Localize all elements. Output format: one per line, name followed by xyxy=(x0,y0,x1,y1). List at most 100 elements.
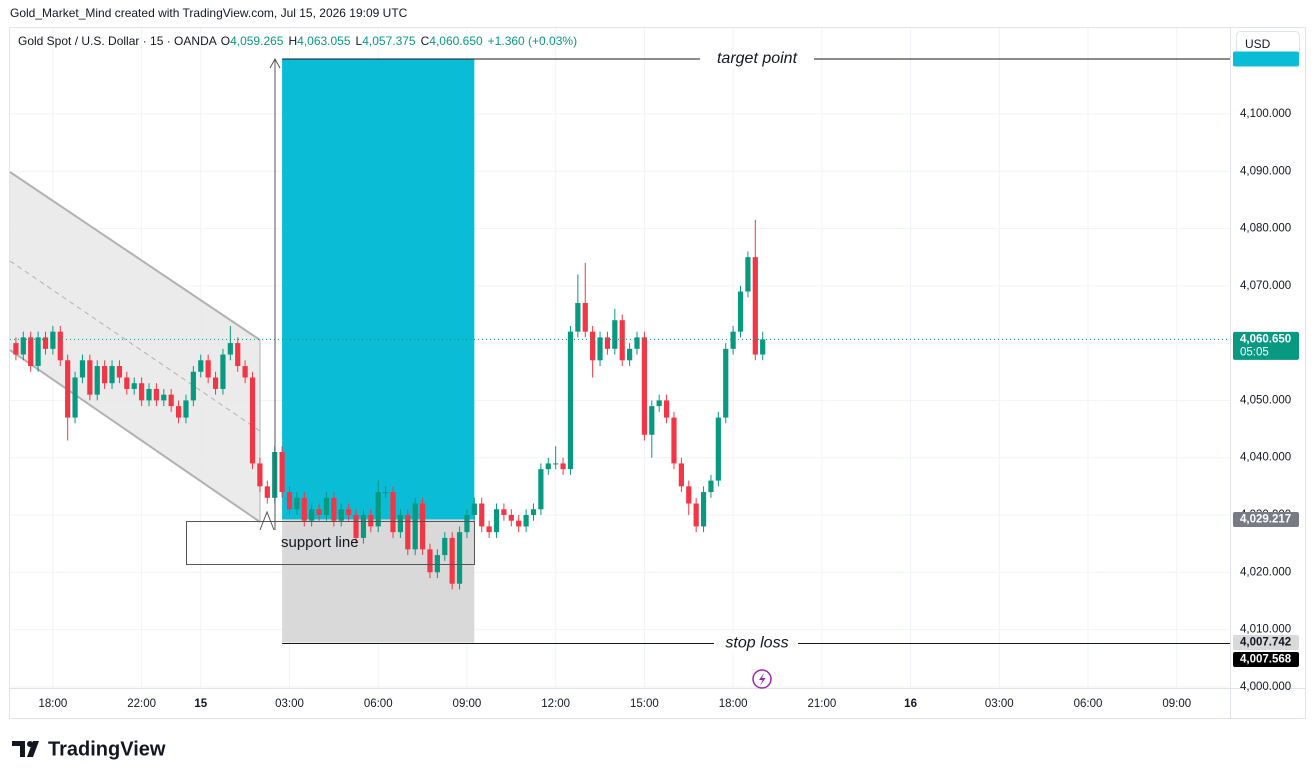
candle-body xyxy=(28,337,34,367)
header: Gold_Market_Mind created with TradingVie… xyxy=(10,6,408,20)
candle-body xyxy=(94,366,100,395)
candle-body xyxy=(752,257,758,355)
target-text: target point xyxy=(717,50,798,67)
candle-body xyxy=(545,463,551,470)
candle-body xyxy=(516,520,522,527)
candle-body xyxy=(464,514,470,533)
y-tick-label: 4,020.000 xyxy=(1240,566,1291,578)
x-tick-label: 06:00 xyxy=(364,698,393,710)
candle-body xyxy=(360,514,367,538)
candle-body xyxy=(338,509,344,521)
candle-body xyxy=(212,377,219,389)
candle-body xyxy=(257,463,263,487)
candle-body xyxy=(619,320,625,361)
candle-body xyxy=(35,337,41,367)
candle-body xyxy=(449,537,455,584)
ohlc-value: 4,060.650 xyxy=(429,34,483,48)
candle-body xyxy=(375,492,381,527)
event-icon-bolt xyxy=(759,673,766,686)
candle-body xyxy=(65,360,71,418)
candle-body xyxy=(671,417,677,464)
candle-body xyxy=(501,509,507,515)
candle-body xyxy=(530,509,537,515)
overlay: target point stop loss support line xyxy=(10,48,1230,654)
candle-body xyxy=(198,360,204,372)
candle-body xyxy=(42,337,49,349)
candle-body xyxy=(264,486,270,498)
candle-body xyxy=(161,394,167,401)
candle-body xyxy=(493,509,500,533)
candle-body xyxy=(279,451,285,493)
candle-body xyxy=(309,509,315,521)
candle-body xyxy=(153,388,159,401)
candle-body xyxy=(346,509,352,515)
candle-body xyxy=(87,360,93,395)
currency: USD xyxy=(1245,37,1271,51)
candle-body xyxy=(286,492,293,510)
candle-body xyxy=(745,257,751,292)
candle-body xyxy=(597,337,603,361)
candle-body xyxy=(686,486,692,504)
candle-body xyxy=(79,360,86,378)
y-tick-label: 4,010.000 xyxy=(1240,624,1291,636)
x-tick-label: 16 xyxy=(904,698,917,710)
candle-body xyxy=(316,509,322,515)
candle-body xyxy=(715,417,721,481)
candle-body xyxy=(723,348,729,418)
x-tick-label: 06:00 xyxy=(1074,698,1103,710)
x-tick-label: 09:00 xyxy=(453,698,482,710)
x-tick-label: 18:00 xyxy=(719,698,748,710)
candle-body xyxy=(434,555,440,573)
candle-body xyxy=(72,377,78,418)
candle-body xyxy=(124,377,130,389)
symbol: Gold Spot / U.S. Dollar · 15 · OANDA xyxy=(18,34,217,48)
candle-body xyxy=(301,497,307,521)
candle-body xyxy=(560,463,566,470)
candle-body xyxy=(235,343,241,367)
chart-frame xyxy=(9,27,1306,719)
candle-body xyxy=(708,480,714,493)
candle-body xyxy=(553,463,559,465)
channel-upper xyxy=(9,171,261,341)
candle-body xyxy=(508,514,514,521)
y-tick-label: 4,090.000 xyxy=(1240,165,1291,177)
candle-body xyxy=(730,331,736,349)
candle-body xyxy=(486,526,492,533)
ohlc-value: 4,057.375 xyxy=(362,34,416,48)
stop-line-tag: 4,007.568 xyxy=(1240,654,1292,666)
entry-tag-bg xyxy=(1233,511,1299,527)
candle-body xyxy=(249,377,256,464)
stop-tag-bg xyxy=(1233,634,1299,650)
y-tick-label: 4,100.000 xyxy=(1240,108,1291,120)
candle-body xyxy=(538,469,544,510)
candle-body xyxy=(183,400,189,418)
ohlc-key: H xyxy=(288,34,297,48)
candle-body xyxy=(604,337,611,349)
candle-body xyxy=(227,343,233,355)
y-tick-label: 4,000.000 xyxy=(1240,681,1291,693)
candle-body xyxy=(205,360,211,378)
last-price-tag-bg xyxy=(1233,331,1299,360)
target-text-bg xyxy=(700,48,814,69)
candle-body xyxy=(479,503,485,527)
x-tick-label: 15 xyxy=(194,698,207,710)
stop-text-bg xyxy=(714,633,798,654)
candle-body xyxy=(20,337,26,355)
candle-body xyxy=(641,337,647,435)
candle-body xyxy=(139,383,145,401)
ohlc-value: 4,059.265 xyxy=(230,34,284,48)
target-zone xyxy=(282,58,475,520)
candle-body xyxy=(760,339,766,355)
x-tick-label: 21:00 xyxy=(807,698,836,710)
candle-body xyxy=(419,503,426,550)
candle-body xyxy=(383,492,389,494)
target-tag-bg xyxy=(1233,51,1299,67)
x-tick-label: 15:00 xyxy=(630,698,659,710)
candle-body xyxy=(116,366,123,378)
candle-body xyxy=(663,400,670,418)
candle-body xyxy=(242,366,248,378)
candle-body xyxy=(109,366,115,384)
stop-line-tag-bg xyxy=(1233,651,1299,667)
y-tick-label: 4,050.000 xyxy=(1240,394,1291,406)
